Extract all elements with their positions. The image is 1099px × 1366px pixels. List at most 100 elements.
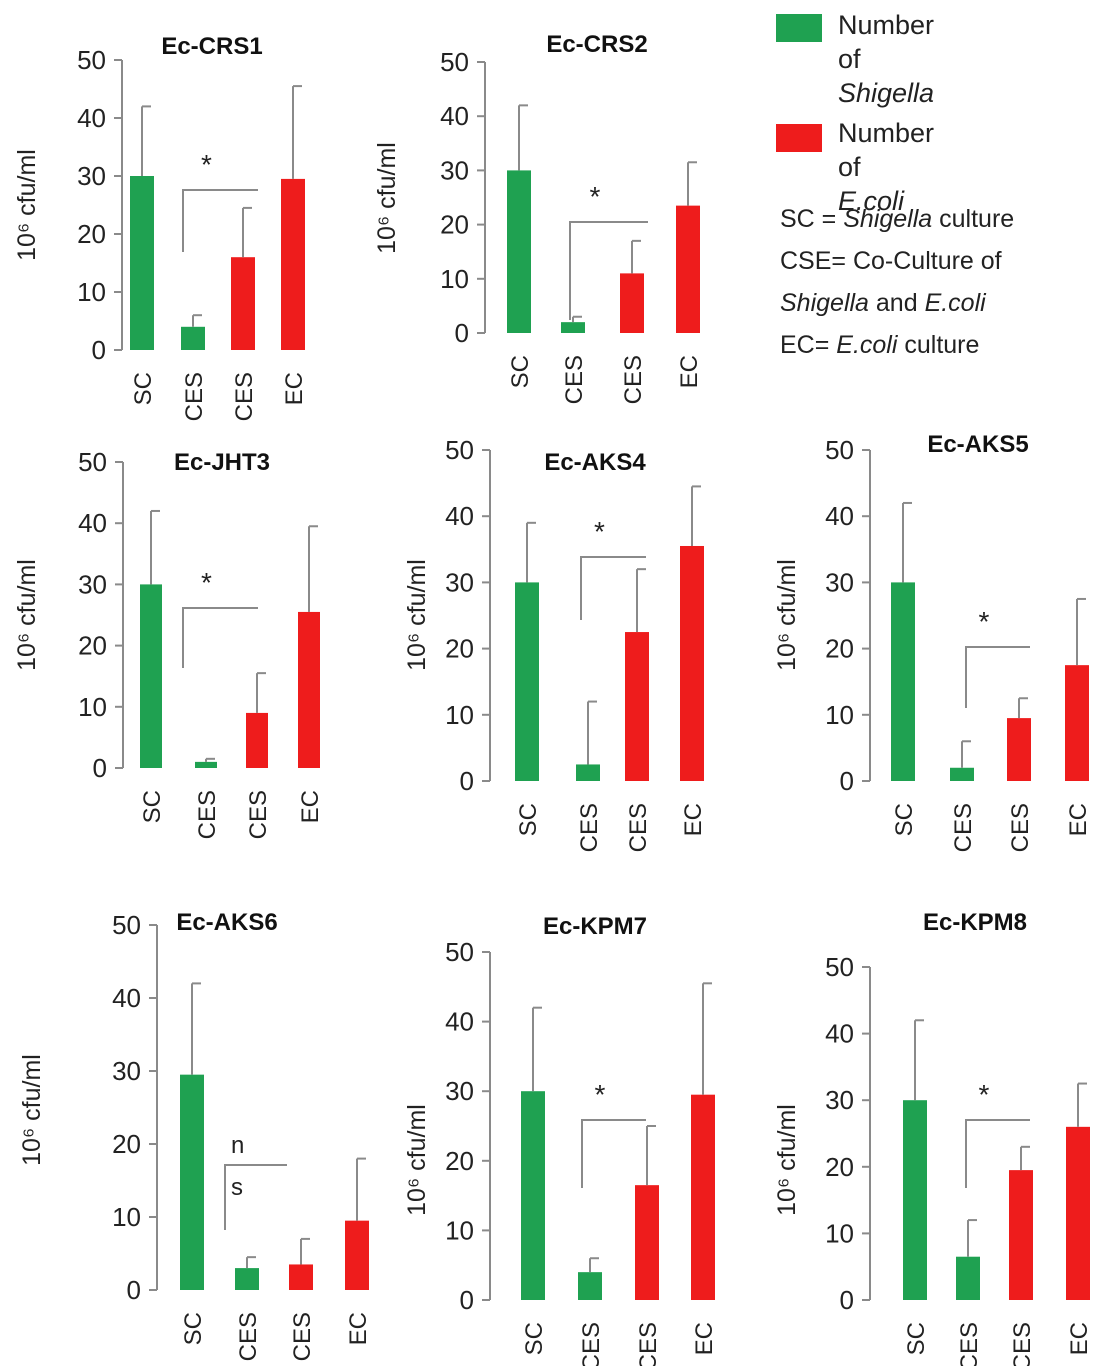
chart8-y-tick-label: 10 (825, 1218, 854, 1248)
chart3-significance-bracket (182, 607, 258, 668)
chart6-bar (345, 1220, 369, 1290)
chart8-bar (1009, 1170, 1033, 1300)
legend-swatch-ecoli (776, 124, 822, 152)
chart3-bar (195, 761, 217, 768)
chart1-y-label: 10⁶ cfu/ml (13, 149, 41, 261)
chart3-bar (246, 712, 268, 768)
chart1-significance-bracket (182, 189, 258, 252)
chart2-y-label: 10⁶ cfu/ml (373, 142, 401, 254)
chart5-y-tick-label: 10 (825, 700, 854, 730)
chart1-bar (231, 257, 255, 350)
chart1-y-tick-label: 50 (77, 45, 106, 75)
chart5-y-tick-label: 20 (825, 634, 854, 664)
chart4-y-tick-label: 40 (445, 501, 474, 531)
chart4-x-tick-label: SC (515, 803, 542, 836)
chart3-x-tick-label: CES (245, 790, 272, 839)
chart6-x-tick-label: EC (345, 1312, 372, 1345)
chart3-y-tick-label: 40 (78, 508, 107, 538)
chart6-significance-bracket (224, 1164, 287, 1230)
chart5-y-tick-label: 50 (825, 435, 854, 465)
chart7-title: Ec-KPM7 (543, 913, 647, 940)
chart8-y-label: 10⁶ cfu/ml (773, 1104, 801, 1216)
chart8-y-tick-label: 30 (825, 1085, 854, 1115)
chart6-bar (289, 1264, 313, 1290)
chart4-bar (515, 582, 539, 781)
chart7-y-tick-label: 30 (445, 1076, 474, 1106)
chart6-bar (180, 1074, 204, 1290)
chart6-significance-label: s (231, 1174, 243, 1201)
chart5-title: Ec-AKS5 (927, 431, 1028, 458)
chart8-x-tick-label: EC (1066, 1322, 1093, 1355)
chart2-significance-bracket (569, 221, 648, 320)
chart1-y-tick-label: 10 (77, 277, 106, 307)
chart1-x-tick-label: EC (281, 372, 308, 405)
chart6-y-tick-label: 20 (112, 1129, 141, 1159)
chart7-x-tick-label: CES (635, 1322, 662, 1366)
chart2-x-tick-label: EC (676, 355, 703, 388)
chart4-bar (625, 632, 649, 781)
chart6-bar (235, 1268, 259, 1290)
legend-label-shigella-line1: Number of (838, 10, 935, 74)
chart7-y-tick-label: 0 (460, 1285, 474, 1315)
chart8-x-tick-label: SC (903, 1322, 930, 1355)
chart6-y-tick-label: 0 (127, 1275, 141, 1305)
chart7-y-label: 10⁶ cfu/ml (403, 1104, 431, 1216)
note-cse-cont: Shigella and E.coli (780, 289, 986, 317)
chart7-y-tick-label: 10 (445, 1215, 474, 1245)
chart3-x-tick-label: CES (194, 790, 221, 839)
legend-label-ecoli-line1: Number (838, 118, 935, 148)
chart1-bar (130, 176, 154, 350)
chart3-y-label: 10⁶ cfu/ml (13, 559, 41, 671)
chart3-y-tick-label: 0 (93, 753, 107, 783)
chart6-x-tick-label: CES (235, 1312, 262, 1361)
chart4-bar (576, 764, 600, 781)
chart1-significance-label: * (201, 149, 212, 180)
chart2-x-tick-label: SC (507, 355, 534, 388)
chart5-significance-label: * (979, 606, 990, 637)
chart6-x-tick-label: SC (180, 1312, 207, 1345)
chart5-y-tick-label: 30 (825, 567, 854, 597)
chart5-x-tick-label: CES (1007, 803, 1034, 852)
chart8-x-tick-label: CES (1009, 1322, 1036, 1366)
chart4-y-label: 10⁶ cfu/ml (403, 559, 431, 671)
chart2-bar (507, 170, 531, 333)
chart7-y-tick-label: 20 (445, 1146, 474, 1176)
chart8-y-tick-label: 50 (825, 952, 854, 982)
chart8-x-tick-label: CES (956, 1322, 983, 1366)
chart7-x-tick-label: CES (578, 1322, 605, 1366)
chart6-title: Ec-AKS6 (176, 909, 277, 936)
chart4-x-tick-label: EC (680, 803, 707, 836)
chart2-x-tick-label: CES (561, 355, 588, 404)
chart5-y-tick-label: 0 (840, 766, 854, 796)
note-sc: SC = Shigella culture (780, 205, 1015, 233)
chart3-x-tick-label: EC (297, 790, 324, 823)
chart2-y-tick-label: 50 (440, 47, 469, 77)
chart6-y-label: 10⁶ cfu/ml (18, 1054, 46, 1166)
chart4-y-tick-label: 20 (445, 634, 474, 664)
chart4-title: Ec-AKS4 (544, 449, 646, 476)
chart6-y-tick-label: 50 (112, 910, 141, 940)
chart2-y-tick-label: 30 (440, 155, 469, 185)
legend-label-ecoli-of: of (838, 152, 861, 182)
chart4-significance-label: * (594, 516, 605, 547)
chart6-y-tick-label: 10 (112, 1202, 141, 1232)
chart2-y-tick-label: 20 (440, 210, 469, 240)
chart5-x-tick-label: EC (1065, 803, 1092, 836)
chart8-y-tick-label: 40 (825, 1019, 854, 1049)
chart5-x-tick-label: CES (950, 803, 977, 852)
chart8-y-tick-label: 0 (840, 1285, 854, 1315)
chart1-bar (181, 326, 205, 350)
chart4-y-tick-label: 30 (445, 567, 474, 597)
chart6-significance-label: n (231, 1132, 244, 1159)
chart3-y-tick-label: 30 (78, 569, 107, 599)
chart7-y-tick-label: 40 (445, 1007, 474, 1037)
chart7-bar (691, 1094, 715, 1300)
chart4-y-tick-label: 10 (445, 700, 474, 730)
chart3-bar (298, 611, 320, 768)
chart8-significance-bracket (965, 1119, 1030, 1188)
note-cse: CSE= Co-Culture of (780, 247, 1002, 275)
chart7-y-tick-label: 50 (445, 937, 474, 967)
chart2-y-tick-label: 40 (440, 101, 469, 131)
chart3-title: Ec-JHT3 (174, 449, 270, 476)
chart5-y-label: 10⁶ cfu/ml (773, 559, 801, 671)
